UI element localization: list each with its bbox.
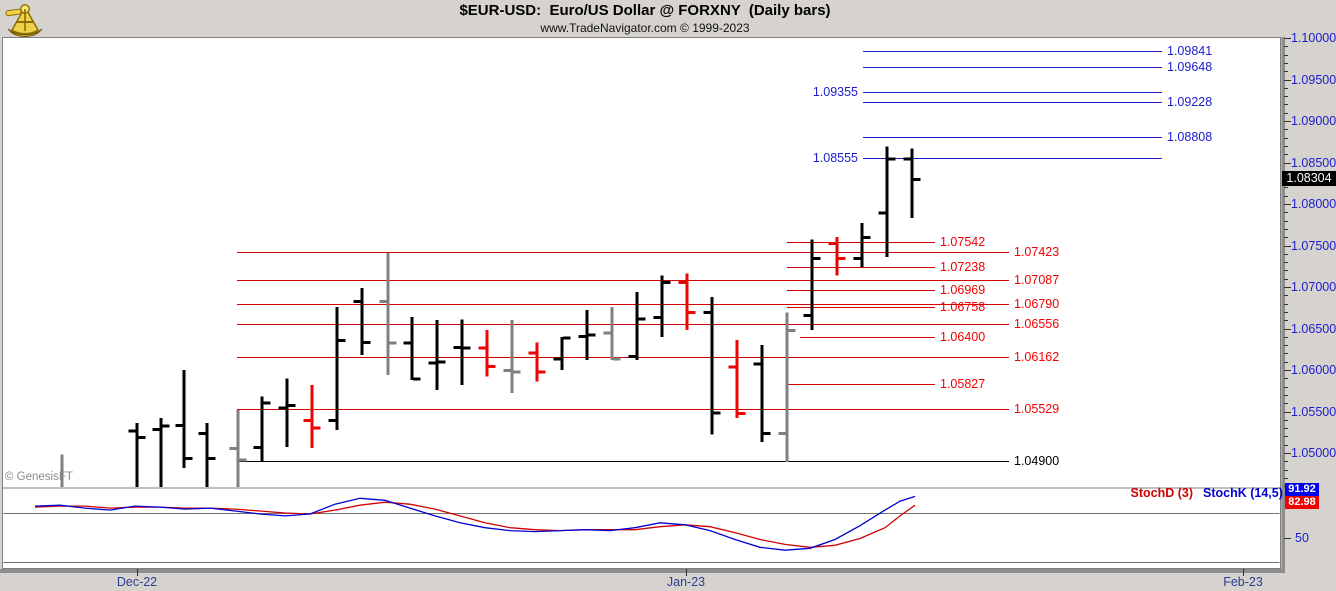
stoch-k-line bbox=[34, 495, 916, 551]
price-bar bbox=[278, 378, 296, 448]
sextant-logo-icon bbox=[4, 2, 46, 45]
level-label-1.04900: 1.04900 bbox=[1014, 454, 1060, 469]
level-label-1.06790: 1.06790 bbox=[1014, 297, 1060, 312]
level-label-1.07087: 1.07087 bbox=[1014, 272, 1060, 287]
month-label-Dec-22: Dec-22 bbox=[116, 575, 158, 589]
stoch-k-legend[interactable]: StochK (14,5) bbox=[1203, 486, 1283, 500]
level-label-1.07542: 1.07542 bbox=[940, 235, 986, 249]
stoch-axis-50-label: 50 bbox=[1295, 531, 1309, 545]
price-bar bbox=[828, 237, 846, 276]
price-axis-label-1.06000: 1.06000 bbox=[1291, 363, 1336, 377]
current-price-box: 1.08304 bbox=[1282, 171, 1336, 186]
price-axis-label-1.08500: 1.08500 bbox=[1291, 155, 1336, 170]
price-axis-label-1.05500: 1.05500 bbox=[1291, 404, 1336, 419]
level-label-1.09228: 1.09228 bbox=[1167, 95, 1213, 110]
price-bar bbox=[603, 306, 621, 361]
genesis-watermark: © GenesisFT bbox=[5, 471, 73, 483]
price-bar bbox=[728, 340, 746, 419]
month-label-Feb-23: Feb-23 bbox=[1223, 575, 1263, 589]
price-bars bbox=[60, 146, 921, 487]
price-bar bbox=[703, 296, 721, 435]
price-bar bbox=[503, 320, 521, 394]
level-label-1.06400: 1.06400 bbox=[940, 329, 986, 344]
level-label-1.07423: 1.07423 bbox=[1014, 244, 1060, 259]
stoch-d-value-box: 82.98 bbox=[1285, 496, 1319, 509]
stoch-d-line bbox=[34, 501, 916, 548]
price-axis-label-1.05000: 1.05000 bbox=[1291, 446, 1336, 460]
price-bar bbox=[428, 320, 446, 390]
price-bar bbox=[453, 319, 471, 385]
price-bar bbox=[353, 287, 371, 356]
price-bar bbox=[229, 409, 247, 487]
chart-title: $EUR-USD: Euro/US Dollar @ FORXNY (Daily… bbox=[459, 2, 831, 19]
price-bar bbox=[878, 146, 896, 258]
level-label-1.08555: 1.08555 bbox=[812, 150, 858, 165]
price-pane[interactable] bbox=[2, 37, 1281, 489]
level-label-1.05529: 1.05529 bbox=[1014, 402, 1060, 417]
stoch-d-legend[interactable]: StochD (3) bbox=[1130, 486, 1194, 500]
price-bar bbox=[303, 384, 321, 449]
price-bar bbox=[328, 306, 346, 430]
price-bar bbox=[678, 273, 696, 331]
price-bar bbox=[379, 252, 397, 375]
price-bar bbox=[152, 418, 170, 487]
level-label-1.08808: 1.08808 bbox=[1167, 129, 1213, 144]
price-bar bbox=[628, 291, 646, 361]
level-label-1.06969: 1.06969 bbox=[940, 282, 986, 297]
price-bar bbox=[553, 336, 571, 370]
level-label-1.06556: 1.06556 bbox=[1014, 316, 1060, 331]
price-axis-label-1.08000: 1.08000 bbox=[1291, 197, 1336, 211]
level-label-1.06162: 1.06162 bbox=[1014, 349, 1060, 364]
stoch-curves bbox=[34, 495, 916, 551]
level-label-1.09841: 1.09841 bbox=[1167, 44, 1213, 59]
price-axis-ticks bbox=[1284, 38, 1291, 487]
price-bar bbox=[753, 345, 771, 443]
level-label-1.06758: 1.06758 bbox=[940, 300, 986, 315]
price-axis-label-1.06500: 1.06500 bbox=[1291, 321, 1336, 336]
level-label-1.07238: 1.07238 bbox=[940, 260, 986, 275]
level-label-1.09648: 1.09648 bbox=[1167, 60, 1213, 75]
price-bar bbox=[528, 342, 546, 382]
price-bar bbox=[853, 223, 871, 268]
chart-subtitle: www.TradeNavigator.com © 1999-2023 bbox=[540, 21, 750, 35]
price-bar bbox=[198, 423, 216, 487]
price-axis-label-1.09000: 1.09000 bbox=[1291, 114, 1336, 128]
bottom-shadow-edge bbox=[0, 569, 1285, 573]
price-bar bbox=[803, 239, 821, 331]
price-bar bbox=[478, 330, 496, 377]
price-bar bbox=[578, 310, 596, 361]
month-label-Jan-23: Jan-23 bbox=[666, 575, 706, 589]
price-bar bbox=[128, 423, 146, 487]
price-axis-label-1.07000: 1.07000 bbox=[1291, 280, 1336, 294]
price-bar bbox=[653, 275, 671, 337]
price-axis-label-1.07500: 1.07500 bbox=[1291, 238, 1336, 253]
price-axis-label-1.09500: 1.09500 bbox=[1291, 72, 1336, 87]
axis-shadow-edge bbox=[1281, 37, 1285, 573]
price-axis-label-1.10000: 1.10000 bbox=[1291, 31, 1336, 45]
level-label-1.09355: 1.09355 bbox=[812, 84, 858, 99]
price-bar bbox=[903, 148, 921, 219]
price-bar bbox=[175, 370, 193, 468]
price-bar bbox=[403, 316, 421, 381]
level-lines bbox=[237, 51, 1162, 462]
stoch-k-value-box: 91.92 bbox=[1285, 483, 1319, 496]
price-bar bbox=[253, 396, 271, 463]
level-label-1.05827: 1.05827 bbox=[940, 377, 986, 392]
price-bar bbox=[778, 312, 796, 463]
stochastic-pane[interactable] bbox=[2, 487, 1281, 569]
